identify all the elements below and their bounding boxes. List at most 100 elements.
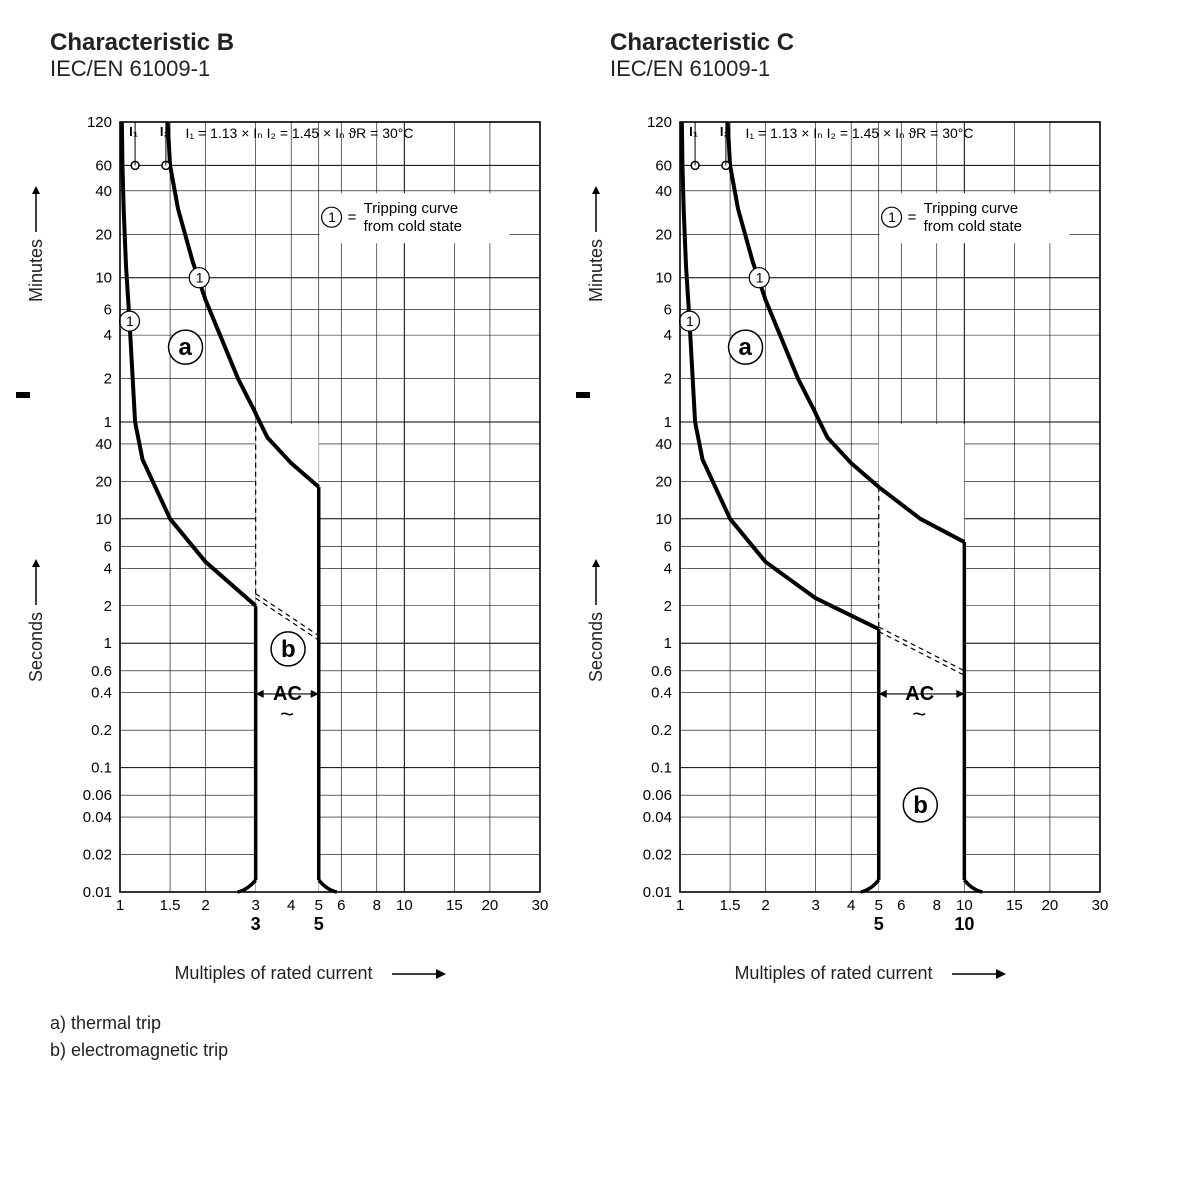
svg-text:6: 6	[897, 897, 905, 914]
svg-text:4: 4	[104, 328, 112, 345]
svg-text:2: 2	[104, 598, 112, 615]
svg-text:1: 1	[686, 314, 694, 330]
y-label-seconds-c: Seconds	[586, 559, 607, 682]
chart-b-wrap: Minutes Seconds I₁I₂I₁ = 1.13 × Iₙ I₂ = …	[50, 92, 570, 985]
y-label-minutes-c-text: Minutes	[586, 239, 606, 302]
svg-text:0.4: 0.4	[651, 685, 672, 702]
svg-text:5: 5	[315, 897, 323, 914]
arrow-right-icon	[390, 964, 446, 985]
svg-text:10: 10	[954, 914, 974, 934]
svg-text:0.2: 0.2	[91, 723, 112, 740]
svg-text:Tripping curve: Tripping curve	[364, 201, 458, 218]
svg-text:20: 20	[482, 897, 499, 914]
svg-text:1: 1	[104, 636, 112, 653]
svg-text:0.1: 0.1	[91, 760, 112, 777]
svg-text:1: 1	[888, 210, 896, 226]
svg-text:Tripping curve: Tripping curve	[924, 201, 1018, 218]
svg-text:~: ~	[912, 701, 926, 728]
svg-text:10: 10	[95, 270, 112, 287]
svg-text:b: b	[281, 636, 296, 663]
svg-text:0.01: 0.01	[83, 884, 112, 901]
svg-text:1.5: 1.5	[720, 897, 741, 914]
svg-text:30: 30	[532, 897, 549, 914]
svg-text:15: 15	[1006, 897, 1023, 914]
footer-a: a) thermal trip	[50, 1010, 228, 1037]
svg-text:1.5: 1.5	[160, 897, 181, 914]
svg-text:0.2: 0.2	[651, 723, 672, 740]
svg-text:from cold state: from cold state	[924, 219, 1022, 236]
svg-text:10: 10	[956, 897, 973, 914]
chart-c-block: Characteristic C IEC/EN 61009-1 Minutes …	[610, 30, 1130, 985]
svg-text:20: 20	[655, 227, 672, 244]
y-label-seconds-c-text: Seconds	[586, 612, 606, 682]
svg-text:10: 10	[95, 511, 112, 528]
y-bar-icon	[16, 392, 30, 398]
footer-notes: a) thermal trip b) electromagnetic trip	[50, 1010, 228, 1064]
svg-text:1: 1	[104, 414, 112, 431]
y-label-seconds-text: Seconds	[26, 612, 46, 682]
svg-text:1: 1	[664, 636, 672, 653]
svg-text:1: 1	[196, 270, 204, 286]
svg-text:a: a	[739, 335, 753, 362]
chart-b-subtitle: IEC/EN 61009-1	[50, 56, 570, 82]
svg-text:10: 10	[655, 511, 672, 528]
svg-text:I₂: I₂	[720, 124, 730, 139]
x-caption-b-text: Multiples of rated current	[174, 963, 372, 983]
svg-text:0.4: 0.4	[91, 685, 112, 702]
svg-text:6: 6	[337, 897, 345, 914]
svg-text:40: 40	[655, 183, 672, 200]
svg-text:1: 1	[664, 414, 672, 431]
svg-text:120: 120	[87, 114, 112, 131]
svg-text:6: 6	[104, 302, 112, 319]
svg-text:2: 2	[664, 371, 672, 388]
x-caption-b: Multiples of rated current	[50, 963, 570, 985]
svg-text:0.6: 0.6	[651, 663, 672, 680]
y-bar-icon-c	[576, 392, 590, 398]
footer-b: b) electromagnetic trip	[50, 1037, 228, 1064]
y-label-seconds: Seconds	[26, 559, 47, 682]
svg-text:4: 4	[847, 897, 855, 914]
svg-text:4: 4	[104, 561, 112, 578]
svg-text:5: 5	[314, 914, 324, 934]
svg-text:I₁: I₁	[129, 124, 138, 139]
svg-text:5: 5	[875, 897, 883, 914]
chart-b-block: Characteristic B IEC/EN 61009-1 Minutes …	[50, 30, 570, 985]
svg-text:20: 20	[95, 227, 112, 244]
svg-text:3: 3	[811, 897, 819, 914]
svg-text:0.01: 0.01	[643, 884, 672, 901]
svg-text:15: 15	[446, 897, 463, 914]
svg-text:40: 40	[655, 436, 672, 453]
chart-c-svg: I₁I₂I₁ = 1.13 × Iₙ I₂ = 1.45 × Iₙ ϑR = 3…	[610, 92, 1130, 952]
chart-c-wrap: Minutes Seconds I₁I₂I₁ = 1.13 × Iₙ I₂ = …	[610, 92, 1130, 985]
x-caption-c: Multiples of rated current	[610, 963, 1130, 985]
svg-text:1: 1	[328, 210, 336, 226]
svg-text:4: 4	[664, 561, 672, 578]
svg-text:10: 10	[396, 897, 413, 914]
y-label-minutes-c: Minutes	[586, 186, 607, 302]
svg-text:40: 40	[95, 183, 112, 200]
chart-c-subtitle: IEC/EN 61009-1	[610, 56, 1130, 82]
svg-text:3: 3	[251, 914, 261, 934]
svg-text:2: 2	[664, 598, 672, 615]
svg-text:0.06: 0.06	[643, 788, 672, 805]
svg-text:2: 2	[104, 371, 112, 388]
svg-text:=: =	[908, 210, 917, 227]
arrow-right-icon-c	[950, 964, 1006, 985]
svg-text:I₁: I₁	[689, 124, 698, 139]
svg-text:20: 20	[95, 474, 112, 491]
svg-text:0.04: 0.04	[83, 809, 112, 826]
svg-text:from cold state: from cold state	[364, 219, 462, 236]
svg-text:8: 8	[373, 897, 381, 914]
svg-text:40: 40	[95, 436, 112, 453]
svg-text:1: 1	[126, 314, 134, 330]
svg-text:0.02: 0.02	[643, 847, 672, 864]
svg-text:0.06: 0.06	[83, 788, 112, 805]
svg-text:5: 5	[874, 914, 884, 934]
svg-text:1: 1	[756, 270, 764, 286]
chart-b-svg: I₁I₂I₁ = 1.13 × Iₙ I₂ = 1.45 × Iₙ ϑR = 3…	[50, 92, 570, 952]
y-label-minutes-text: Minutes	[26, 239, 46, 302]
svg-text:I₁ = 1.13 × Iₙ I₂ = 1.45 ×: I₁ = 1.13 × Iₙ I₂ = 1.45 × Iₙ ϑR = 30°C	[186, 125, 414, 141]
chart-b-title: Characteristic B	[50, 30, 570, 56]
svg-text:20: 20	[655, 474, 672, 491]
svg-text:1: 1	[676, 897, 684, 914]
